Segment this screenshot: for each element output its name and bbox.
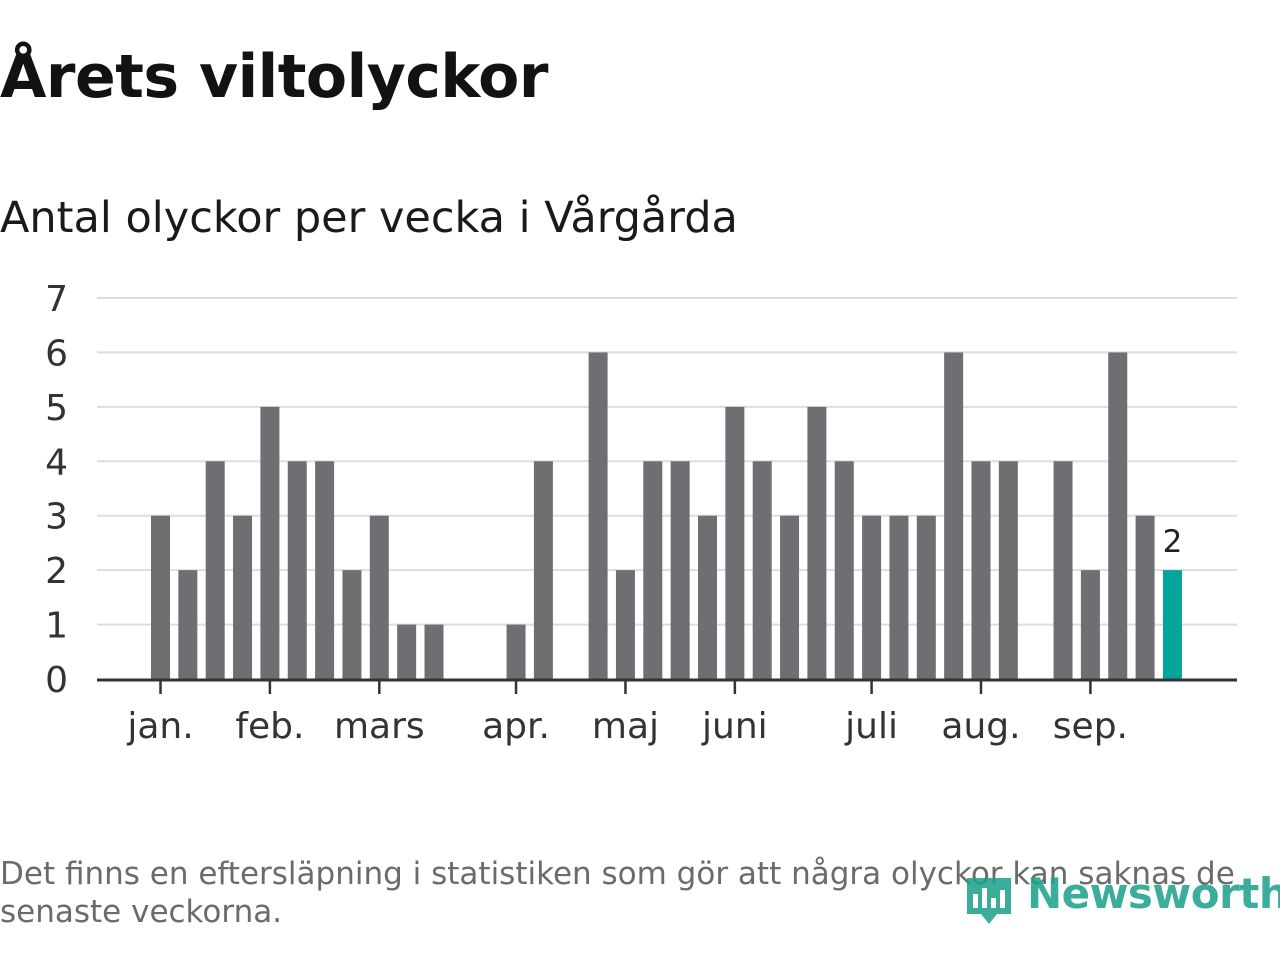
newsworthy-logo-text: Newsworthy [1027,868,1280,918]
bar [971,461,991,679]
x-tick-label: mars [334,706,425,747]
bar [178,570,198,679]
bar [780,515,800,679]
bar [260,406,280,679]
data-labels: 2 [1163,524,1183,560]
bar [944,352,964,679]
bar [1053,461,1073,679]
bar [615,570,635,679]
x-tick-label: juli [844,706,898,747]
y-tick-label: 3 [45,497,68,538]
bar [205,461,225,679]
newsworthy-logo-icon [967,878,1011,924]
bar [151,515,170,679]
y-tick-label: 1 [45,606,68,647]
x-tick-label: feb. [235,706,304,747]
bar [1108,352,1128,679]
bar [233,515,253,679]
x-tick-label: jan. [126,706,193,747]
bar [752,461,772,679]
bar [588,352,608,679]
bar [369,515,389,679]
bar [670,461,690,679]
bar [342,570,362,679]
bar [725,406,745,679]
bar [1080,570,1100,679]
bar [916,515,936,679]
bar [533,461,553,679]
bar [424,624,444,679]
x-tick-label: maj [592,706,659,747]
bar-chart: 0 1 2 3 4 5 6 7 jan. feb. mars apr. maj juni juli aug.… [45,279,1237,747]
chart-title: Årets viltolyckor [0,42,549,112]
bar [287,461,307,679]
bar [506,624,526,679]
y-tick-label: 0 [45,660,68,701]
y-axis-ticks: 0 1 2 3 4 5 6 7 [45,279,68,701]
bar-highlight [1162,570,1182,679]
y-tick-label: 4 [45,442,68,483]
y-tick-label: 5 [45,388,68,429]
chart-subtitle: Antal olyckor per vecka i Vårgårda [0,193,738,243]
y-tick-label: 6 [45,333,68,374]
bar [834,461,854,679]
data-label: 2 [1163,524,1183,560]
bar [807,406,827,679]
x-tick-label: aug. [941,706,1020,747]
bar [397,624,417,679]
x-tick-label: apr. [482,706,550,747]
newsworthy-logo[interactable]: Newsworthy [963,860,1280,926]
bars [151,352,1182,679]
x-axis-ticks: jan. feb. mars apr. maj juni juli aug. sep. [126,679,1128,747]
gridlines [97,297,1237,626]
bar [643,461,663,679]
x-tick-label: sep. [1053,706,1128,747]
y-tick-label: 7 [45,279,68,320]
bar [698,515,717,679]
bar [862,515,882,679]
x-tick-label: juni [701,706,768,747]
bar [1135,515,1155,679]
y-tick-label: 2 [45,551,68,592]
bar [889,515,909,679]
bar [315,461,335,679]
footnote: Det finns en eftersläpning i statistiken… [0,856,1235,930]
bar [998,461,1018,679]
